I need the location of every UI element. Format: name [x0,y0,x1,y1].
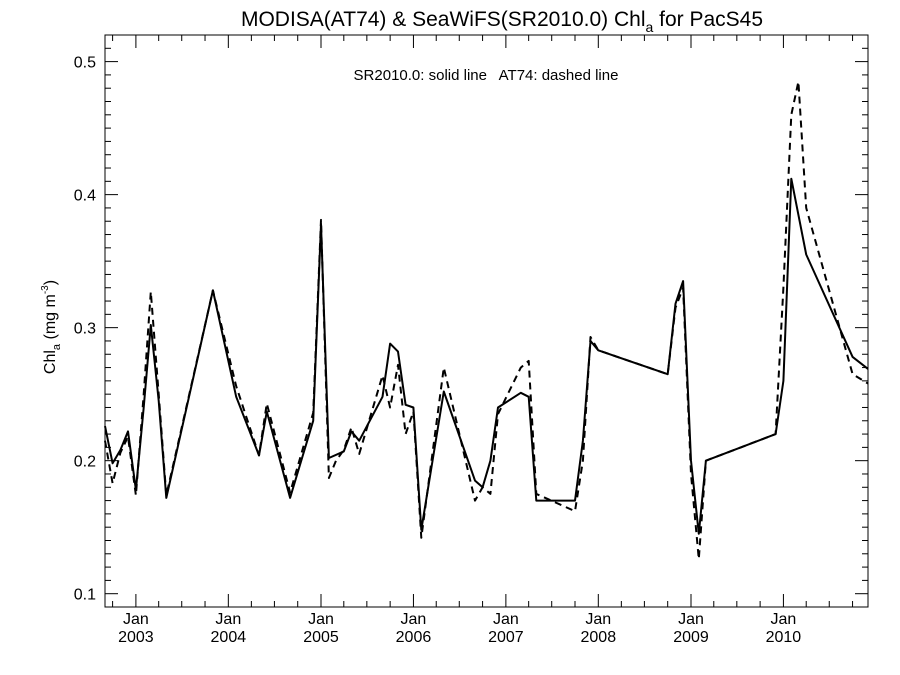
x-tick-label-month: Jan [401,611,427,628]
y-axis-label-superscript: -3 [40,285,51,294]
x-tick-label-month: Jan [585,611,611,628]
chart-title-prefix: MODISA(AT74) & SeaWiFS(SR2010.0) Chl [241,8,646,31]
x-tick-label-month: Jan [493,611,519,628]
y-axis-label-units-close: ) [42,280,59,285]
legend-annotation: SR2010.0: solid line AT74: dashed line [354,67,619,84]
x-tick-label-month: Jan [123,611,149,628]
y-axis-label-units: (mg m [42,294,59,344]
chart-title-subscript: a [646,19,654,35]
x-tick-label-month: Jan [308,611,334,628]
y-axis-label: Chla (mg m-3) [40,280,63,374]
y-axis-label-main: Chl [42,350,59,374]
x-tick-label-year: 2003 [118,629,154,646]
x-tick-label-year: 2004 [211,629,247,646]
x-tick-label-year: 2009 [673,629,709,646]
series-line-sr2010-0 [104,177,869,535]
y-tick-label: 0.3 [74,321,96,338]
y-tick-label: 0.1 [74,587,96,604]
y-tick-label: 0.4 [74,188,96,205]
x-tick-label-year: 2007 [488,629,524,646]
chart-title-suffix: for PacS45 [653,8,763,31]
x-tick-label-month: Jan [678,611,704,628]
x-tick-label-year: 2006 [396,629,432,646]
y-tick-label: 0.5 [74,55,96,72]
series-lines [104,80,869,561]
x-tick-label-year: 2008 [581,629,617,646]
plot-frame [104,34,869,608]
axis-ticks [105,34,868,608]
y-tick-label: 0.2 [74,454,96,471]
x-tick-label-month: Jan [771,611,797,628]
x-tick-label-year: 2010 [766,629,802,646]
axis-tick-labels: 0.10.20.30.40.5Jan2003Jan2004Jan2005Jan2… [74,55,802,646]
chart-title: MODISA(AT74) & SeaWiFS(SR2010.0) Chla fo… [241,8,763,35]
y-axis-label-subscript: a [51,343,63,350]
series-line-at74 [104,80,869,561]
x-tick-label-year: 2005 [303,629,339,646]
x-tick-label-month: Jan [215,611,241,628]
